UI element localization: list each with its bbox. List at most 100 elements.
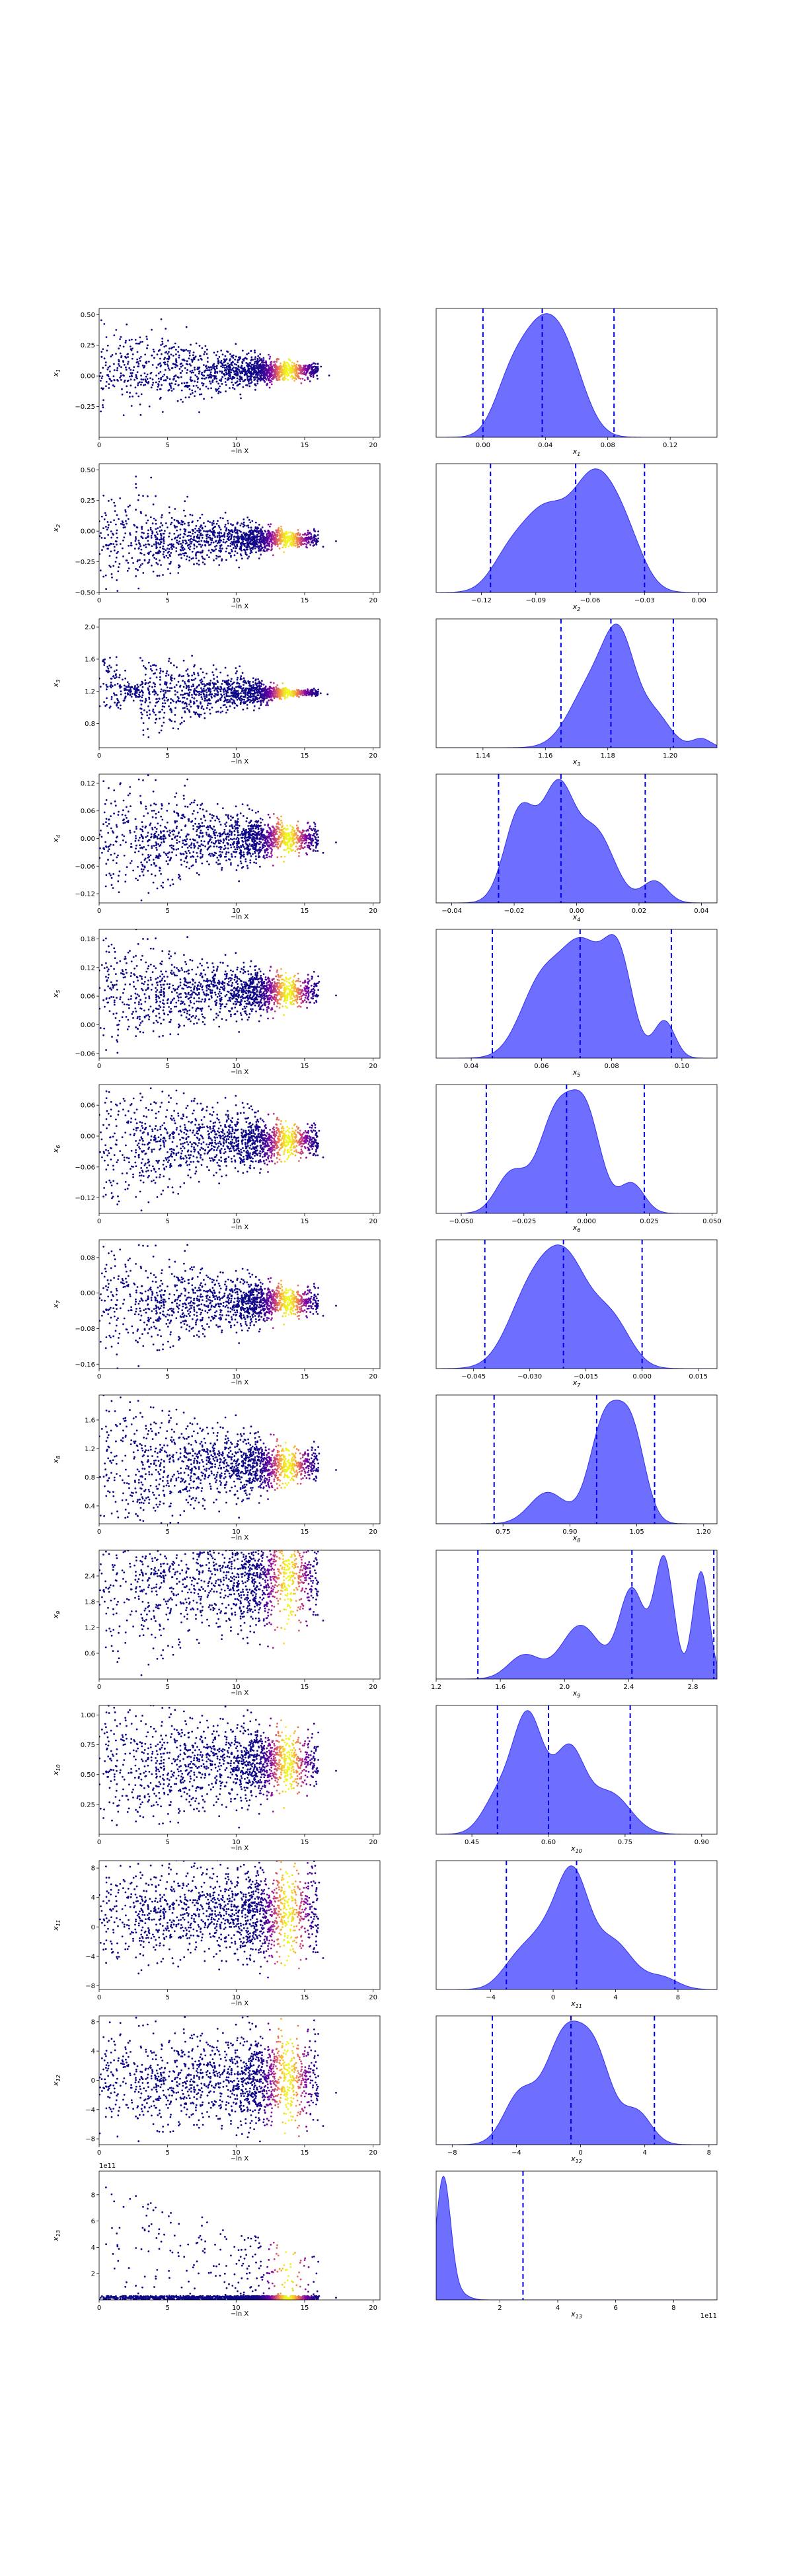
trace-point [196, 699, 198, 702]
trace-point [266, 534, 268, 536]
trace-point [225, 390, 227, 392]
trace-point [252, 359, 254, 361]
trace-point [130, 542, 133, 544]
trace-point [265, 691, 268, 694]
trace-point [270, 543, 273, 546]
trace-point [136, 526, 139, 529]
trace-point [210, 542, 213, 544]
trace-point [172, 388, 175, 390]
trace-point [108, 383, 110, 385]
trace-point [112, 384, 114, 386]
trace-point [116, 702, 119, 704]
trace-point [277, 367, 280, 370]
trace-point [196, 534, 199, 536]
trace-point [145, 381, 148, 384]
trace-point [247, 526, 250, 528]
trace-point [141, 659, 143, 662]
trace-point [328, 375, 330, 376]
trace-point [175, 359, 178, 362]
trace-point [118, 359, 120, 361]
trace-point [192, 354, 194, 357]
trace-point [176, 541, 178, 544]
trace-point [230, 554, 232, 557]
trace-point [250, 692, 252, 695]
trace-point [174, 508, 176, 510]
trace-point [279, 371, 282, 373]
trace-point [283, 537, 286, 540]
trace-point [234, 689, 237, 692]
trace-point [190, 865, 193, 867]
trace-point [180, 694, 182, 696]
trace-point [286, 362, 289, 364]
trace-point [208, 536, 209, 538]
trace-point [137, 342, 139, 345]
trace-point [135, 575, 137, 577]
trace-point [233, 535, 236, 538]
trace-point [305, 371, 308, 374]
trace-point [177, 351, 179, 353]
trace-point [110, 698, 113, 700]
trace-point [113, 379, 116, 382]
trace-point [200, 830, 202, 832]
trace-point [215, 693, 218, 696]
trace-point [319, 692, 322, 694]
trace-point [149, 516, 152, 519]
trace-point [214, 819, 217, 822]
trace-point [195, 554, 197, 557]
trace-point [129, 694, 132, 696]
trace-point [164, 702, 167, 705]
trace-point [188, 559, 190, 561]
trace-point [279, 534, 281, 537]
trace-point [254, 682, 257, 684]
trace-point [209, 530, 211, 532]
trace-point [236, 531, 239, 534]
trace-point [185, 349, 188, 351]
trace-point [285, 533, 287, 536]
trace-point [227, 522, 229, 524]
trace-point [185, 670, 188, 672]
trace-point [260, 701, 262, 703]
trace-point [133, 524, 135, 526]
trace-point [170, 561, 172, 563]
trace-point [155, 558, 157, 560]
trace-point [192, 529, 194, 531]
trace-point [265, 360, 267, 363]
trace-point [176, 536, 178, 538]
trace-point [278, 527, 280, 529]
trace-point [141, 699, 143, 702]
trace-point [186, 544, 189, 547]
trace-point [113, 501, 116, 504]
trace-point [167, 340, 169, 342]
trace-point [145, 537, 147, 540]
trace-point [99, 569, 102, 572]
trace-point [172, 664, 175, 666]
trace-point [176, 539, 178, 542]
trace-point [159, 690, 162, 693]
trace-point [218, 356, 221, 358]
trace-point [170, 687, 173, 690]
trace-point [247, 691, 250, 694]
trace-point [257, 369, 260, 371]
trace-point [155, 531, 158, 533]
trace-point [102, 404, 104, 406]
trace-point [275, 531, 278, 534]
trace-point [208, 694, 210, 696]
trace-point [120, 356, 123, 359]
trace-point [108, 387, 110, 389]
trace-point [150, 754, 152, 756]
trace-point [214, 536, 216, 538]
trace-point [275, 686, 278, 688]
trace-point [148, 696, 151, 699]
trace-point [219, 688, 221, 691]
trace-point [209, 702, 212, 705]
trace-point [155, 664, 157, 667]
trace-point [258, 680, 260, 683]
trace-point [278, 688, 280, 690]
trace-point [278, 840, 280, 843]
trace-point [137, 879, 139, 881]
trace-point [248, 546, 250, 548]
trace-point [124, 341, 127, 344]
trace-point [177, 680, 180, 683]
trace-point [294, 542, 297, 545]
trace-point [195, 524, 198, 527]
